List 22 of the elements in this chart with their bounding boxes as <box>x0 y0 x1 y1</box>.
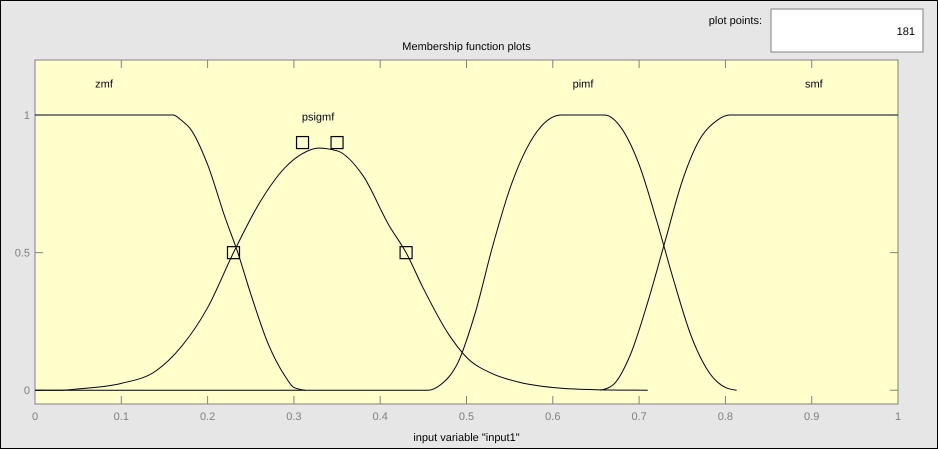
text: smf <box>804 78 824 91</box>
text: plot points: <box>708 15 762 27</box>
x-tick-label: 0.9 <box>804 411 820 423</box>
text: pimf <box>572 78 594 91</box>
text: 181 <box>896 26 915 38</box>
x-tick-label: 0.7 <box>631 411 647 423</box>
x-tick-label: 0.4 <box>372 411 388 423</box>
y-tick-label: 1 <box>24 110 30 122</box>
text: psigmf <box>302 112 336 124</box>
x-tick-label: 0.6 <box>545 411 560 423</box>
x-axis-title: input variable "input1" <box>413 432 520 444</box>
x-tick-label: 0.1 <box>114 411 129 423</box>
x-tick-label: 0.5 <box>458 411 474 423</box>
text: zmf <box>95 78 114 91</box>
x-tick-label: 0.2 <box>200 411 216 423</box>
x-tick-label: 0.8 <box>718 411 734 423</box>
y-tick-label: 0 <box>24 385 30 398</box>
chart-title: Membership function plots <box>402 41 532 53</box>
x-tick-label: 0.3 <box>286 411 302 423</box>
x-tick-label: 0 <box>32 411 38 423</box>
x-tick-label: 1 <box>894 411 902 423</box>
y-tick-label: 0.5 <box>14 248 30 260</box>
